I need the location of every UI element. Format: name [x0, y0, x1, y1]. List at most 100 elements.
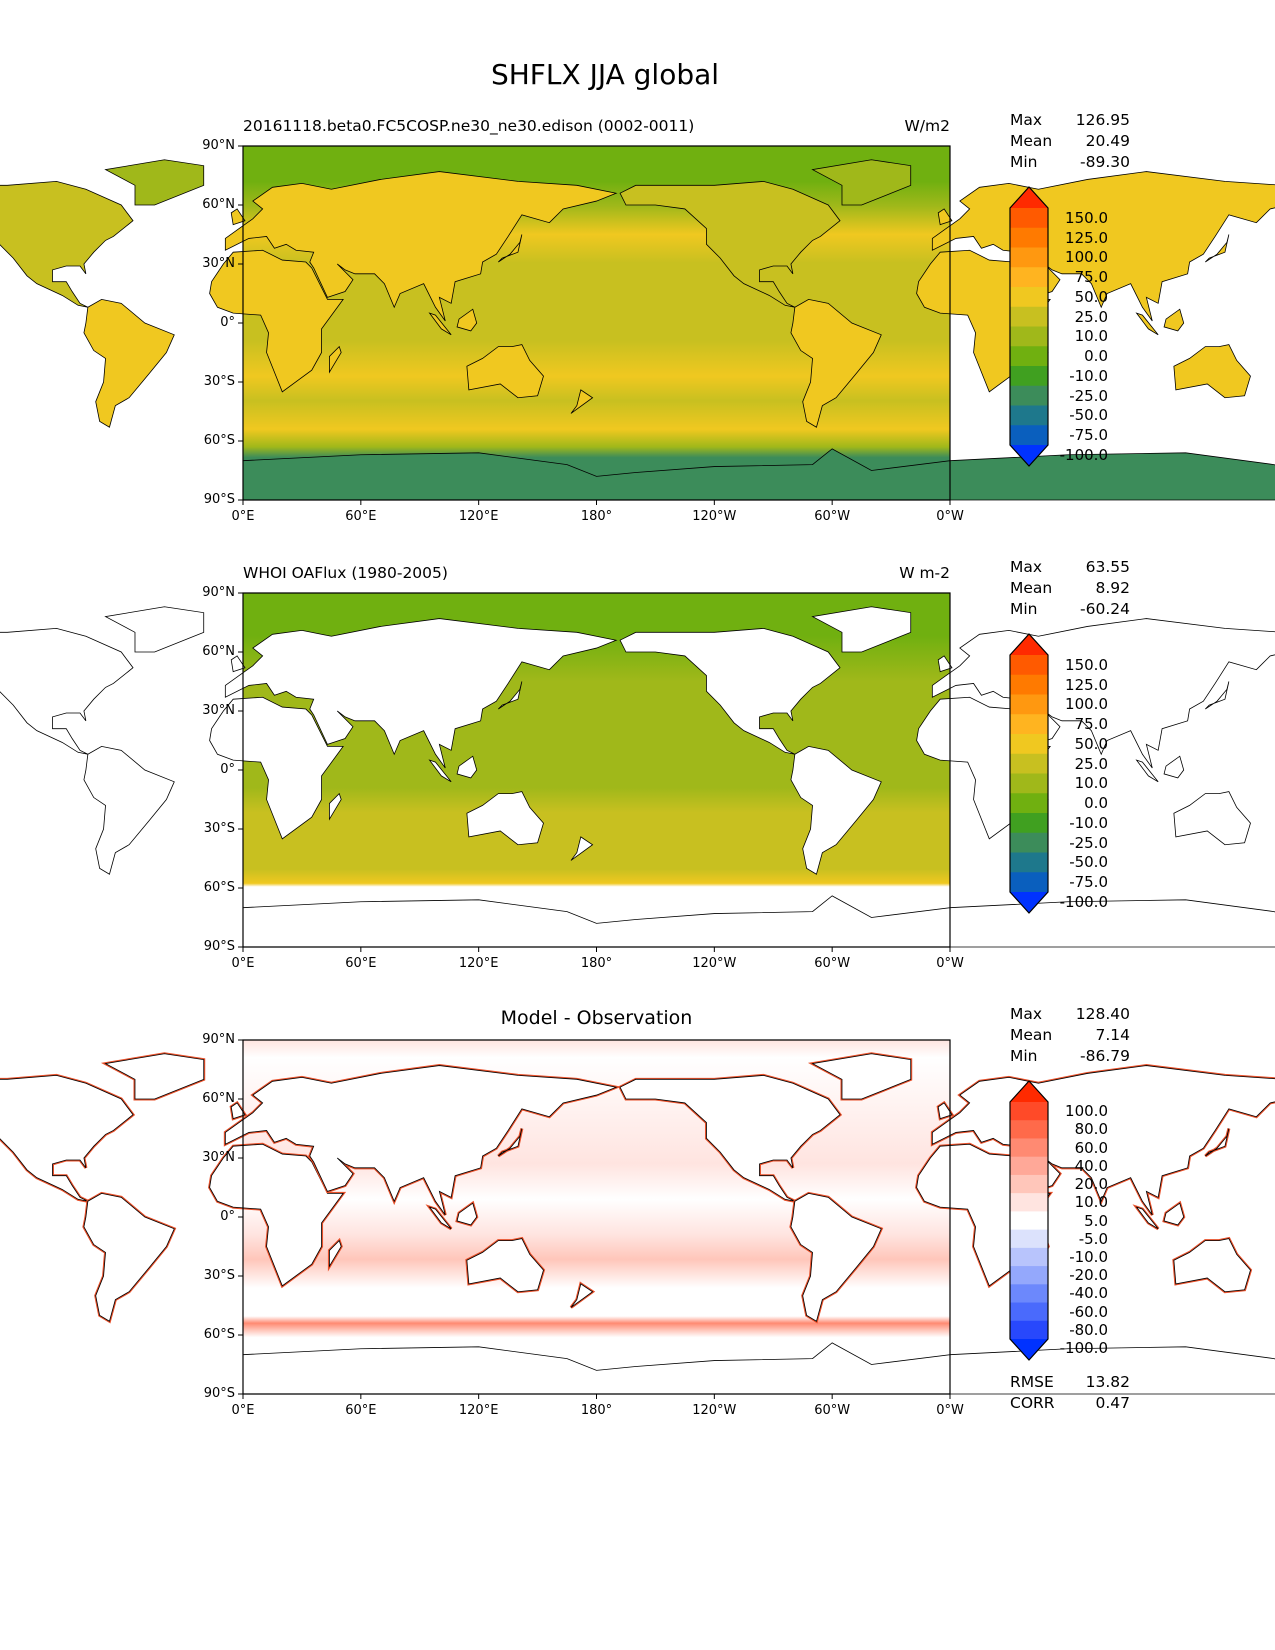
land-eurasia [225, 619, 616, 768]
land-madagascar [329, 347, 341, 373]
stat-value: 20.49 [1085, 132, 1130, 150]
colorbar-tick-label: 10.0 [1074, 1193, 1108, 1212]
colorbar-extend-min [1010, 1339, 1048, 1360]
panel-subtitle-left: 20161118.beta0.FC5COSP.ne30_ne30.edison … [243, 117, 695, 135]
land-japan [498, 235, 522, 263]
colorbar-extend-max [1010, 187, 1048, 208]
panel-units: W/m2 [904, 117, 950, 135]
colorbar-bin [1010, 674, 1048, 695]
colorbar-bin [1010, 714, 1048, 735]
colorbar [1009, 186, 1049, 467]
panel-subtitle-left: WHOI OAFlux (1980-2005) [243, 564, 448, 582]
y-tick-label: 60°S [203, 433, 235, 448]
y-tick-label: 90°S [203, 492, 235, 507]
x-tick-label: 120°E [458, 509, 499, 524]
stat-label: Max [1010, 111, 1043, 129]
stat-value: 126.95 [1075, 111, 1130, 129]
colorbar-bin [1010, 872, 1048, 893]
tick-marks [238, 145, 951, 505]
land-uk [231, 1103, 245, 1119]
colorbar-bin [1010, 793, 1048, 814]
land-samerica [791, 746, 881, 874]
land-madagascar [329, 794, 341, 820]
colorbar-bin [1010, 1247, 1048, 1267]
land-japan [1205, 235, 1229, 263]
y-tick-label: 0° [220, 762, 235, 777]
colorbar-bin [1010, 813, 1048, 834]
figure-title: SHFLX JJA global [490, 58, 720, 91]
land-eurasia [225, 1066, 616, 1215]
colorbar-bin [1010, 1320, 1048, 1340]
land-nz [571, 390, 593, 414]
stat-label: CORR [1010, 1394, 1055, 1412]
land-australia [467, 1239, 544, 1292]
colorbar-bin [1010, 852, 1048, 873]
colorbar-tick-label: 40.0 [1074, 1156, 1108, 1175]
colorbar-tick-label: -40.0 [1069, 1284, 1108, 1303]
y-tick-label: 90°N [202, 138, 235, 153]
y-tick-label: 30°N [202, 703, 235, 718]
land-samerica [84, 299, 174, 427]
colorbar [1009, 633, 1049, 914]
land-japan [1205, 682, 1229, 710]
colorbar-tick-label: 50.0 [1074, 287, 1108, 306]
stat-label: RMSE [1010, 1373, 1054, 1391]
colorbar-bin [1010, 247, 1048, 268]
colorbar-tick-label: 50.0 [1074, 734, 1108, 753]
land-borneo [1164, 1203, 1184, 1225]
x-tick-label: 180° [580, 956, 613, 971]
stat-value: 7.14 [1095, 1026, 1130, 1044]
colorbar-bin [1010, 385, 1048, 406]
x-tick-label: 0°W [936, 1403, 964, 1418]
colorbar-tick-label: 10.0 [1074, 327, 1108, 346]
colorbar-tick-label: -100.0 [1059, 1339, 1108, 1358]
colorbar-bin [1010, 287, 1048, 308]
x-tick-label: 120°W [692, 1403, 737, 1418]
colorbar-bin [1010, 753, 1048, 774]
panel-units: W m-2 [899, 564, 950, 582]
coastlines [0, 160, 1275, 500]
land-sumatra [1137, 760, 1159, 782]
colorbar-bin [1010, 267, 1048, 288]
colorbar-bin [1010, 1102, 1048, 1121]
colorbar-bin [1010, 1193, 1048, 1212]
x-tick-label: 120°E [458, 1403, 499, 1418]
land-namerica [620, 628, 840, 754]
colorbar-bin [1010, 306, 1048, 327]
colorbar-tick-label: -25.0 [1069, 833, 1108, 852]
colorbar-bin [1010, 366, 1048, 387]
colorbar-tick-label: -20.0 [1069, 1266, 1108, 1285]
colorbar-tick-label: -50.0 [1069, 406, 1108, 425]
colorbar-tick-label: 100.0 [1065, 695, 1108, 714]
x-tick-label: 60°E [345, 1403, 377, 1418]
land-namerica [0, 181, 133, 307]
x-tick-label: 60°W [814, 509, 851, 524]
colorbar-bin [1010, 1229, 1048, 1249]
stat-label: Min [1010, 600, 1038, 618]
land-sumatra [1137, 1207, 1159, 1229]
land-japan [498, 1129, 522, 1157]
land-antarctica [950, 449, 1275, 500]
colorbar-tick-label: -25.0 [1069, 386, 1108, 405]
stat-label: Max [1010, 1005, 1043, 1023]
colorbar-bin [1010, 832, 1048, 853]
colorbar-tick-label: 150.0 [1065, 655, 1108, 674]
land-uk [938, 1103, 952, 1119]
colorbar-tick-label: 100.0 [1065, 1102, 1108, 1121]
colorbar-bin [1010, 1156, 1048, 1176]
colorbar-bin [1010, 208, 1048, 229]
stat-value: 8.92 [1095, 579, 1130, 597]
y-tick-label: 30°S [203, 1268, 235, 1283]
map-panel-3 [0, 1040, 1275, 1394]
colorbar-extend-max [1010, 1081, 1048, 1102]
stat-label: Mean [1010, 132, 1053, 150]
land-nz [571, 1284, 593, 1308]
y-tick-label: 0° [220, 315, 235, 330]
x-tick-label: 60°W [814, 1403, 851, 1418]
land-antarctica [950, 1343, 1275, 1394]
stat-label: Min [1010, 153, 1038, 171]
land-uk [938, 209, 952, 225]
colorbar-tick-label: -100.0 [1059, 892, 1108, 911]
colorbar-tick-label: -80.0 [1069, 1320, 1108, 1339]
land-namerica [0, 628, 133, 754]
